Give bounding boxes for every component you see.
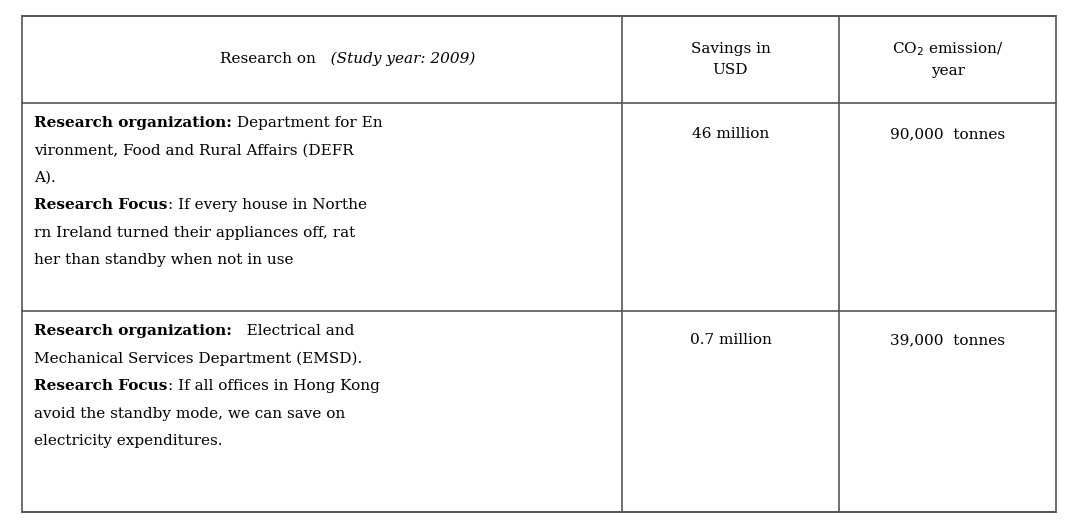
Text: CO$_2$ emission/
year: CO$_2$ emission/ year	[893, 40, 1004, 79]
Text: : If every house in Northe: : If every house in Northe	[168, 198, 367, 212]
Text: Savings in
USD: Savings in USD	[691, 42, 771, 77]
Text: Research Focus: Research Focus	[34, 198, 168, 212]
Text: A).: A).	[34, 171, 56, 185]
Text: 0.7 million: 0.7 million	[690, 333, 772, 347]
Text: avoid the standby mode, we can save on: avoid the standby mode, we can save on	[34, 407, 346, 421]
Text: 90,000  tonnes: 90,000 tonnes	[890, 127, 1006, 142]
Text: her than standby when not in use: her than standby when not in use	[34, 253, 294, 267]
Text: electricity expenditures.: electricity expenditures.	[34, 434, 223, 448]
Text: Department for En: Department for En	[233, 116, 383, 130]
Text: 39,000  tonnes: 39,000 tonnes	[890, 333, 1006, 347]
Text: Mechanical Services Department (EMSD).: Mechanical Services Department (EMSD).	[34, 352, 362, 366]
Text: Research organization:: Research organization:	[34, 324, 233, 338]
Text: (Study year: 2009): (Study year: 2009)	[316, 52, 475, 67]
Text: Research Focus: Research Focus	[34, 379, 168, 393]
Text: Electrical and: Electrical and	[233, 324, 355, 338]
Text: : If all offices in Hong Kong: : If all offices in Hong Kong	[168, 379, 379, 393]
Text: rn Ireland turned their appliances off, rat: rn Ireland turned their appliances off, …	[34, 225, 356, 240]
Text: Research organization:: Research organization:	[34, 116, 233, 130]
Text: vironment, Food and Rural Affairs (DEFR: vironment, Food and Rural Affairs (DEFR	[34, 143, 355, 157]
Text: Research on: Research on	[220, 52, 316, 67]
Text: 46 million: 46 million	[692, 127, 769, 142]
